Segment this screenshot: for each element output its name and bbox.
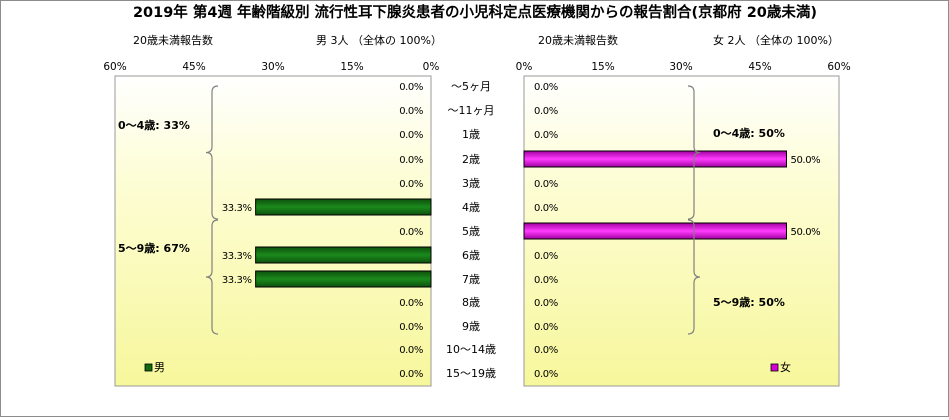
male-data-label: 0.0% [399, 345, 423, 356]
male-legend-label: 男 [154, 361, 165, 374]
female-data-label: 0.0% [534, 106, 558, 117]
male-data-label: 33.3% [222, 275, 252, 286]
female-data-label: 0.0% [534, 203, 558, 214]
male-data-label: 0.0% [399, 227, 423, 238]
category-label: ～5ヶ月 [451, 80, 491, 93]
female-data-label: 0.0% [534, 275, 558, 286]
male-x-tick-label: 30% [261, 61, 284, 73]
female-data-label: 0.0% [534, 369, 558, 380]
male-group-5-9-label: 5～9歳: 67% [118, 241, 190, 255]
female-data-label: 0.0% [534, 179, 558, 190]
male-group-0-4-label: 0～4歳: 33% [118, 118, 190, 132]
category-label: 9歳 [462, 320, 480, 333]
female-data-label: 0.0% [534, 251, 558, 262]
category-label: 3歳 [462, 177, 480, 190]
male-bar [255, 270, 432, 288]
male-x-tick-label: 60% [103, 61, 126, 73]
male-x-tick-label: 45% [182, 61, 205, 73]
male-data-label: 0.0% [399, 155, 423, 166]
male-bar [255, 198, 432, 216]
female-data-label: 50.0% [791, 155, 821, 166]
male-data-label: 0.0% [399, 82, 423, 93]
female-x-tick-label: 45% [748, 61, 771, 73]
female-group-0-4-label: 0～4歳: 50% [713, 126, 785, 140]
chart-title: 2019年 第4週 年齢階級別 流行性耳下腺炎患者の小児科定点医療機関からの報告… [133, 3, 817, 21]
category-label: 15～19歳 [446, 367, 496, 380]
category-label: ～11ヶ月 [448, 104, 495, 117]
male-data-label: 0.0% [399, 298, 423, 309]
category-label: 7歳 [462, 273, 480, 286]
male-data-label: 0.0% [399, 106, 423, 117]
category-label: 2歳 [462, 153, 480, 166]
female-bar [523, 222, 787, 240]
category-label: 8歳 [462, 296, 480, 309]
female-x-tick-label: 30% [669, 61, 692, 73]
male-header: 男 3人 （全体の 100%） [316, 33, 442, 47]
male-brace-5-9 [205, 219, 219, 335]
female-panel-label: 20歳未満報告数 [538, 34, 618, 47]
category-label: 4歳 [462, 201, 480, 214]
female-data-label: 0.0% [534, 130, 558, 141]
female-legend-swatch [770, 363, 779, 372]
category-label: 10～14歳 [446, 343, 496, 356]
male-plot-area [114, 75, 432, 387]
male-brace-0-4 [205, 85, 219, 220]
male-data-label: 33.3% [222, 203, 252, 214]
female-header: 女 2人 （全体の 100%） [713, 33, 839, 47]
male-x-tick-label: 0% [423, 61, 440, 73]
female-data-label: 50.0% [791, 227, 821, 238]
male-data-label: 0.0% [399, 369, 423, 380]
female-brace-5-9 [687, 219, 701, 335]
female-x-tick-label: 0% [516, 61, 533, 73]
female-data-label: 0.0% [534, 298, 558, 309]
category-label: 1歳 [462, 128, 480, 141]
male-panel-label: 20歳未満報告数 [133, 34, 213, 47]
female-data-label: 0.0% [534, 345, 558, 356]
female-bar [523, 150, 787, 168]
male-data-label: 33.3% [222, 251, 252, 262]
female-legend-label: 女 [780, 360, 791, 374]
category-label: 5歳 [462, 225, 480, 238]
male-data-label: 0.0% [399, 179, 423, 190]
female-x-tick-label: 15% [591, 61, 614, 73]
male-data-label: 0.0% [399, 322, 423, 333]
male-x-tick-label: 15% [340, 61, 363, 73]
male-data-label: 0.0% [399, 130, 423, 141]
male-legend-swatch [144, 363, 153, 372]
female-data-label: 0.0% [534, 82, 558, 93]
category-label: 6歳 [462, 249, 480, 262]
female-data-label: 0.0% [534, 322, 558, 333]
female-group-5-9-label: 5～9歳: 50% [713, 295, 785, 309]
female-brace-0-4 [687, 85, 701, 220]
female-x-tick-label: 60% [827, 61, 850, 73]
male-bar [255, 246, 432, 264]
